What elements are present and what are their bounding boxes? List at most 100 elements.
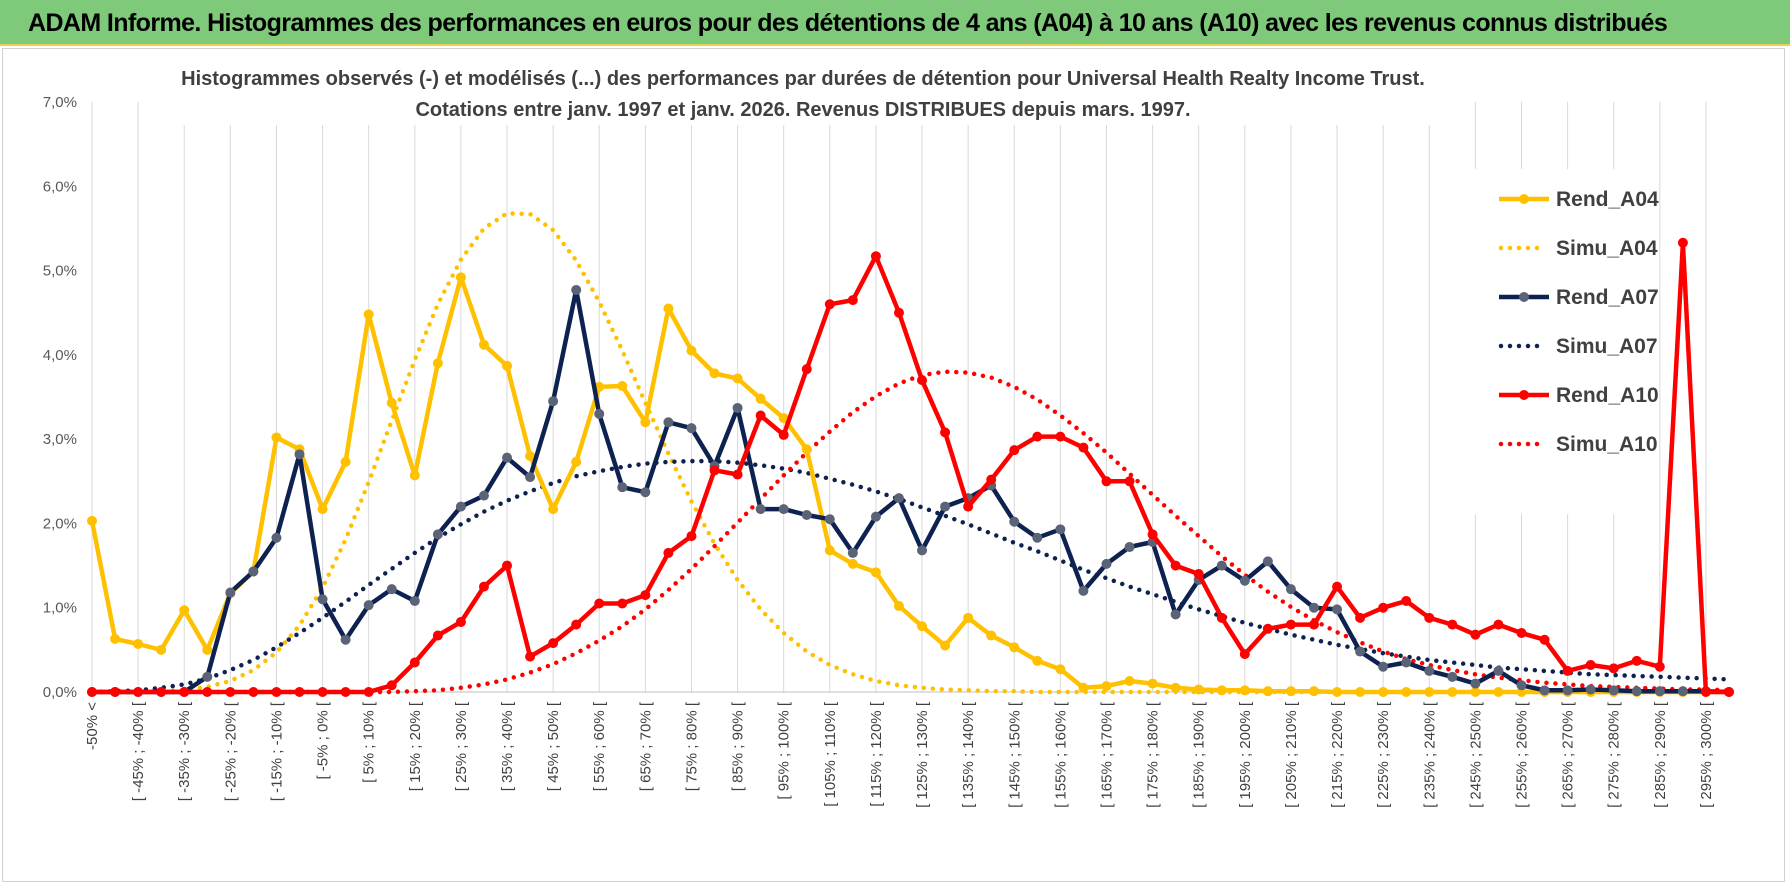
data-point bbox=[294, 687, 305, 697]
data-point bbox=[617, 482, 628, 493]
data-point bbox=[1124, 476, 1135, 487]
x-tick-label: [ 75% ; 80% [ bbox=[683, 701, 700, 791]
x-tick-label: [ 35% ; 40% [ bbox=[499, 701, 516, 791]
data-point bbox=[847, 547, 858, 558]
data-point bbox=[1285, 619, 1296, 630]
data-point bbox=[1262, 623, 1273, 634]
data-point bbox=[1654, 661, 1665, 672]
data-point bbox=[686, 423, 697, 434]
data-point bbox=[1009, 642, 1020, 653]
data-point bbox=[1193, 569, 1204, 579]
x-tick-label: [ 185% ; 190% [ bbox=[1191, 701, 1208, 808]
x-tick-label: [ 105% ; 110% [ bbox=[822, 701, 839, 807]
grid-lines bbox=[91, 102, 1729, 693]
data-point bbox=[455, 501, 466, 512]
data-point bbox=[617, 381, 628, 392]
x-tick-label: [ 5% ; 10% [ bbox=[361, 701, 378, 783]
data-point bbox=[87, 687, 97, 697]
x-tick-label: [ 135% ; 140% [ bbox=[960, 701, 977, 808]
y-tick-label: 6,0% bbox=[43, 178, 77, 195]
data-point bbox=[986, 474, 997, 485]
x-tick-label: [ 205% ; 210% [ bbox=[1283, 701, 1300, 808]
y-tick-label: 3,0% bbox=[43, 431, 77, 448]
data-point bbox=[432, 529, 443, 540]
data-point bbox=[1262, 556, 1273, 567]
x-tick-label: [ 15% ; 20% [ bbox=[407, 701, 424, 791]
data-point bbox=[1700, 687, 1711, 697]
data-point bbox=[1239, 649, 1250, 660]
data-point bbox=[317, 594, 328, 605]
data-point bbox=[1216, 612, 1227, 623]
data-point bbox=[1216, 685, 1227, 696]
legend-label: Rend_A07 bbox=[1556, 286, 1659, 309]
data-point bbox=[571, 456, 582, 467]
data-point bbox=[1078, 682, 1089, 693]
data-point bbox=[1032, 655, 1043, 666]
data-point bbox=[686, 345, 697, 356]
data-point bbox=[525, 472, 536, 483]
data-point bbox=[824, 545, 835, 556]
data-point bbox=[1424, 612, 1435, 623]
data-point bbox=[1516, 628, 1527, 638]
chart-title-background bbox=[171, 61, 1435, 125]
data-point bbox=[156, 687, 167, 697]
data-point bbox=[1447, 687, 1458, 697]
data-point bbox=[1608, 685, 1619, 696]
data-point bbox=[1308, 602, 1319, 613]
data-point bbox=[133, 638, 144, 649]
data-point bbox=[1562, 665, 1573, 676]
data-point bbox=[432, 630, 443, 641]
y-axis-ticks: 0,0% 1,0% 2,0% 3,0% 4,0% 5,0% 6,0% 7,0% bbox=[43, 94, 77, 701]
x-tick-label: [ 95% ; 100% [ bbox=[776, 701, 793, 799]
x-tick-label: [ -5% ; 0% [ bbox=[315, 701, 332, 779]
data-point bbox=[1332, 687, 1343, 697]
series-line bbox=[89, 458, 1732, 695]
data-point bbox=[363, 600, 374, 611]
x-tick-label: [ 145% ; 150% [ bbox=[1006, 701, 1023, 808]
data-point bbox=[110, 687, 121, 697]
data-point bbox=[1262, 686, 1273, 697]
data-point bbox=[502, 452, 513, 463]
data-point bbox=[571, 284, 582, 295]
data-point bbox=[478, 490, 489, 501]
legend-background bbox=[1443, 169, 1643, 514]
data-point bbox=[1447, 619, 1458, 630]
data-point bbox=[548, 396, 559, 407]
data-point bbox=[1401, 687, 1412, 697]
data-point bbox=[1424, 665, 1435, 676]
data-point bbox=[963, 501, 974, 512]
data-point bbox=[1378, 687, 1389, 697]
legend-item: Simu_A10 bbox=[1498, 433, 1658, 456]
data-point bbox=[1539, 634, 1550, 645]
legend-item: Simu_A04 bbox=[1498, 237, 1658, 260]
data-point bbox=[1493, 619, 1504, 630]
data-point bbox=[870, 567, 881, 578]
x-tick-label: [ 245% ; 250% [ bbox=[1467, 701, 1484, 808]
data-point bbox=[917, 375, 928, 386]
data-point bbox=[1009, 516, 1020, 527]
x-tick-label: [ -45% ; -40% [ bbox=[130, 701, 147, 801]
data-point bbox=[778, 504, 789, 515]
data-point bbox=[363, 309, 374, 320]
x-tick-label: [ 235% ; 240% [ bbox=[1421, 701, 1438, 808]
x-tick-label: [ 215% ; 220% [ bbox=[1329, 701, 1346, 808]
data-point bbox=[1239, 575, 1250, 586]
data-point bbox=[386, 397, 397, 408]
data-point bbox=[1147, 529, 1158, 540]
data-point bbox=[663, 417, 674, 428]
data-point bbox=[133, 687, 144, 697]
data-point bbox=[1124, 676, 1135, 687]
data-point bbox=[847, 558, 858, 569]
data-point bbox=[594, 408, 605, 419]
data-point bbox=[409, 470, 420, 481]
data-point bbox=[640, 417, 651, 428]
data-point bbox=[179, 687, 190, 697]
data-point bbox=[893, 493, 904, 504]
data-point bbox=[940, 427, 951, 438]
data-point bbox=[1516, 680, 1527, 691]
data-point bbox=[363, 687, 374, 697]
data-point bbox=[1147, 678, 1158, 689]
data-point bbox=[1078, 442, 1089, 453]
data-point bbox=[525, 651, 536, 662]
data-point bbox=[940, 640, 951, 651]
